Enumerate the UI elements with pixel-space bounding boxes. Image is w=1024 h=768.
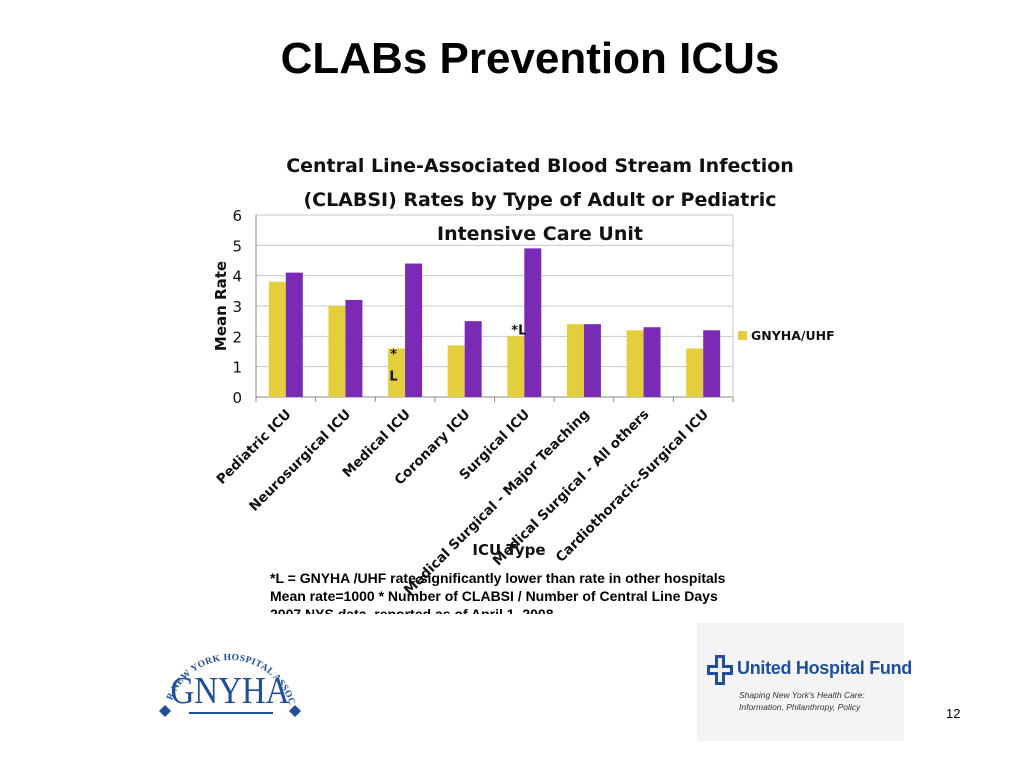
chart-title-line-3: Intensive Care Unit <box>437 223 643 245</box>
y-tick-label: 1 <box>232 359 242 377</box>
uhf-tagline-line-2: Information, Philanthropy, Policy <box>739 702 861 712</box>
annotation-significant: *L <box>511 323 526 338</box>
bar-series-1-5 <box>566 324 584 397</box>
bar-series-1-2 <box>388 348 406 397</box>
bar-series-1-6 <box>626 330 644 397</box>
gnyha-logo: GREATER NEW YORK HOSPITAL ASSOCIATION GN… <box>155 625 301 717</box>
chart-title-line-2: (CLABSI) Rates by Type of Adult or Pedia… <box>303 189 777 211</box>
bar-series-1-0 <box>268 281 286 397</box>
slide-title: CLABs Prevention ICUs <box>280 34 780 83</box>
bar-series-1-3 <box>447 345 465 397</box>
y-tick-label: 5 <box>232 237 242 255</box>
y-axis-title: Mean Rate <box>212 261 230 351</box>
y-tick-label: 2 <box>232 328 242 346</box>
x-category-label: Neurosurgical ICU <box>246 407 354 515</box>
bar-series-2-5 <box>583 324 601 397</box>
page-number: 12 <box>946 706 961 721</box>
bar-series-2-6 <box>643 327 661 397</box>
chart-title-line-1: Central Line-Associated Blood Stream Inf… <box>286 155 794 177</box>
gnyha-wordmark: GNYHA <box>170 669 289 712</box>
uhf-logo: United Hospital Fund Shaping New York's … <box>697 623 912 741</box>
chart-footnotes: *L = GNYHA /UHF rate significantly lower… <box>270 569 830 614</box>
bar-series-2-2 <box>405 263 423 397</box>
uhf-name: United Hospital Fund <box>737 658 912 678</box>
bar-series-2-3 <box>464 321 482 397</box>
bar-series-2-0 <box>285 272 303 397</box>
y-tick-label: 0 <box>232 389 242 407</box>
footnote-rate-formula: Mean rate=1000 * Number of CLABSI / Numb… <box>270 588 718 604</box>
annotation-significant: L <box>389 369 397 384</box>
legend-label: GNYHA/UHF <box>751 328 835 343</box>
uhf-tagline-line-1: Shaping New York's Health Care: <box>739 690 865 700</box>
bar-series-2-7 <box>703 330 721 397</box>
uhf-cross-icon <box>707 655 733 685</box>
y-tick-label: 3 <box>232 298 242 316</box>
footnote-data-source: 2007 NYS data, reported as of April 1, 2… <box>270 606 554 614</box>
bar-series-2-1 <box>345 299 363 397</box>
chart-title: Central Line-Associated Blood Stream Inf… <box>260 149 820 251</box>
bar-series-1-7 <box>686 348 704 397</box>
x-axis-title: ICU Type <box>472 541 545 559</box>
bar-series-1-4 <box>507 336 525 397</box>
y-tick-label: 6 <box>232 207 242 225</box>
footnote-significance: *L = GNYHA /UHF rate significantly lower… <box>270 570 726 586</box>
bar-series-2-4 <box>524 248 542 397</box>
uhf-tagline: Shaping New York's Health Care: Informat… <box>739 689 865 713</box>
y-tick-label: 4 <box>232 268 242 286</box>
bar-series-1-1 <box>328 306 346 397</box>
legend-swatch <box>738 331 747 340</box>
annotation-significant: * <box>390 347 397 362</box>
